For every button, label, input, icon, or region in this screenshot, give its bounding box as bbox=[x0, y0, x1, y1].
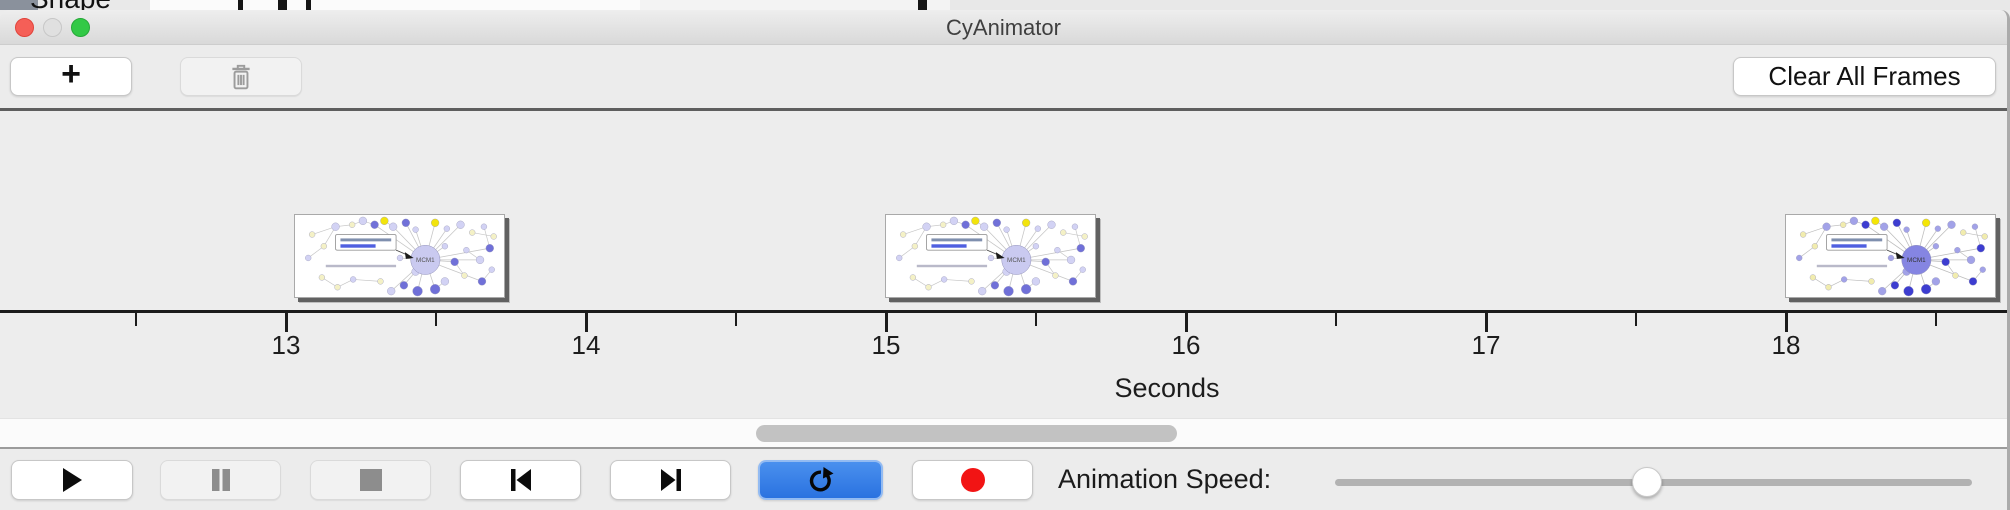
loop-button[interactable] bbox=[758, 460, 883, 500]
background-glyph-fragment bbox=[278, 0, 287, 10]
background-shape-label-clipped: Shape bbox=[0, 0, 220, 10]
background-fragment bbox=[0, 0, 38, 10]
trash-icon bbox=[232, 64, 250, 89]
tick-label: 15 bbox=[871, 330, 901, 360]
cyanimator-window: CyAnimator + Clear A bbox=[0, 10, 2010, 510]
tick-label: 16 bbox=[1171, 330, 1201, 360]
minor-tick bbox=[1935, 312, 1937, 326]
minor-tick bbox=[135, 312, 137, 326]
play-button[interactable] bbox=[11, 460, 133, 500]
major-tick bbox=[1485, 310, 1488, 332]
horizontal-scrollbar-thumb[interactable] bbox=[756, 425, 1177, 442]
major-tick bbox=[285, 310, 288, 332]
skip-to-end-icon bbox=[660, 469, 681, 491]
skip-to-end-button[interactable] bbox=[610, 460, 731, 500]
record-icon bbox=[960, 468, 985, 492]
minor-tick bbox=[1035, 312, 1037, 326]
axis-unit-label: Seconds bbox=[1114, 373, 1220, 403]
play-icon bbox=[63, 468, 82, 492]
timeline-axis bbox=[0, 310, 2007, 313]
major-tick bbox=[585, 310, 588, 332]
background-glyph-fragment bbox=[306, 0, 311, 10]
tick-label: 17 bbox=[1471, 330, 1501, 360]
major-tick bbox=[1185, 310, 1188, 332]
tick-label: 18 bbox=[1771, 330, 1801, 360]
minor-tick bbox=[1335, 312, 1337, 326]
shape-label: Shape bbox=[30, 0, 111, 10]
svg-text:MCM1: MCM1 bbox=[1007, 257, 1026, 264]
plus-icon: + bbox=[61, 55, 81, 93]
clear-all-frames-label: Clear All Frames bbox=[1768, 61, 1961, 91]
clear-all-frames-button[interactable]: Clear All Frames bbox=[1733, 57, 1996, 96]
record-button[interactable] bbox=[912, 460, 1033, 500]
playback-controls: Animation Speed: bbox=[0, 449, 2007, 510]
toolbar-separator bbox=[0, 108, 2007, 111]
skip-to-start-icon bbox=[510, 469, 531, 491]
frame-thumbnail[interactable]: MCM1 bbox=[885, 214, 1096, 298]
background-panel-fragment bbox=[150, 0, 640, 10]
svg-text:MCM1: MCM1 bbox=[416, 257, 435, 264]
major-tick bbox=[885, 310, 888, 332]
tick-label: 12 bbox=[0, 330, 26, 361]
background-fragment bbox=[38, 0, 150, 10]
animation-speed-label: Animation Speed: bbox=[1058, 464, 1272, 494]
timeline-panel[interactable]: MCM1 MCM1 MCM1 12 13 14 15 16 17 18 Seconds bbox=[0, 111, 2007, 418]
background-window-strip: Shape bbox=[0, 0, 2010, 10]
frame-thumbnail[interactable]: MCM1 bbox=[294, 214, 505, 298]
minor-tick bbox=[1635, 312, 1637, 326]
tick-label: 14 bbox=[571, 330, 601, 360]
stop-button[interactable] bbox=[310, 460, 431, 500]
major-tick bbox=[1785, 310, 1788, 332]
minor-tick bbox=[435, 312, 437, 326]
pause-button[interactable] bbox=[160, 460, 281, 500]
animation-speed-slider-knob[interactable] bbox=[1632, 467, 1662, 497]
background-glyph-fragment bbox=[918, 0, 927, 10]
add-frame-button[interactable]: + bbox=[10, 55, 132, 96]
titlebar: CyAnimator bbox=[0, 10, 2007, 45]
background-glyph-fragment bbox=[238, 0, 243, 10]
close-button[interactable] bbox=[15, 18, 34, 37]
tick-label: 13 bbox=[271, 330, 301, 360]
minimize-button[interactable] bbox=[43, 18, 62, 37]
pause-icon bbox=[211, 469, 230, 491]
delete-frame-button[interactable] bbox=[180, 57, 302, 96]
window-title: CyAnimator bbox=[946, 15, 1061, 40]
background-fragment bbox=[950, 0, 2010, 10]
scrollbar-separator bbox=[0, 447, 2007, 449]
loop-icon bbox=[809, 467, 833, 492]
zoom-button[interactable] bbox=[71, 18, 90, 37]
svg-text:MCM1: MCM1 bbox=[1907, 257, 1926, 264]
skip-to-start-button[interactable] bbox=[460, 460, 581, 500]
frame-thumbnail[interactable]: MCM1 bbox=[1785, 214, 1996, 298]
minor-tick bbox=[735, 312, 737, 326]
stop-icon bbox=[359, 469, 382, 491]
frame-toolbar: + Clear All Frames bbox=[0, 45, 2007, 108]
horizontal-scrollbar-track[interactable] bbox=[0, 418, 2007, 447]
